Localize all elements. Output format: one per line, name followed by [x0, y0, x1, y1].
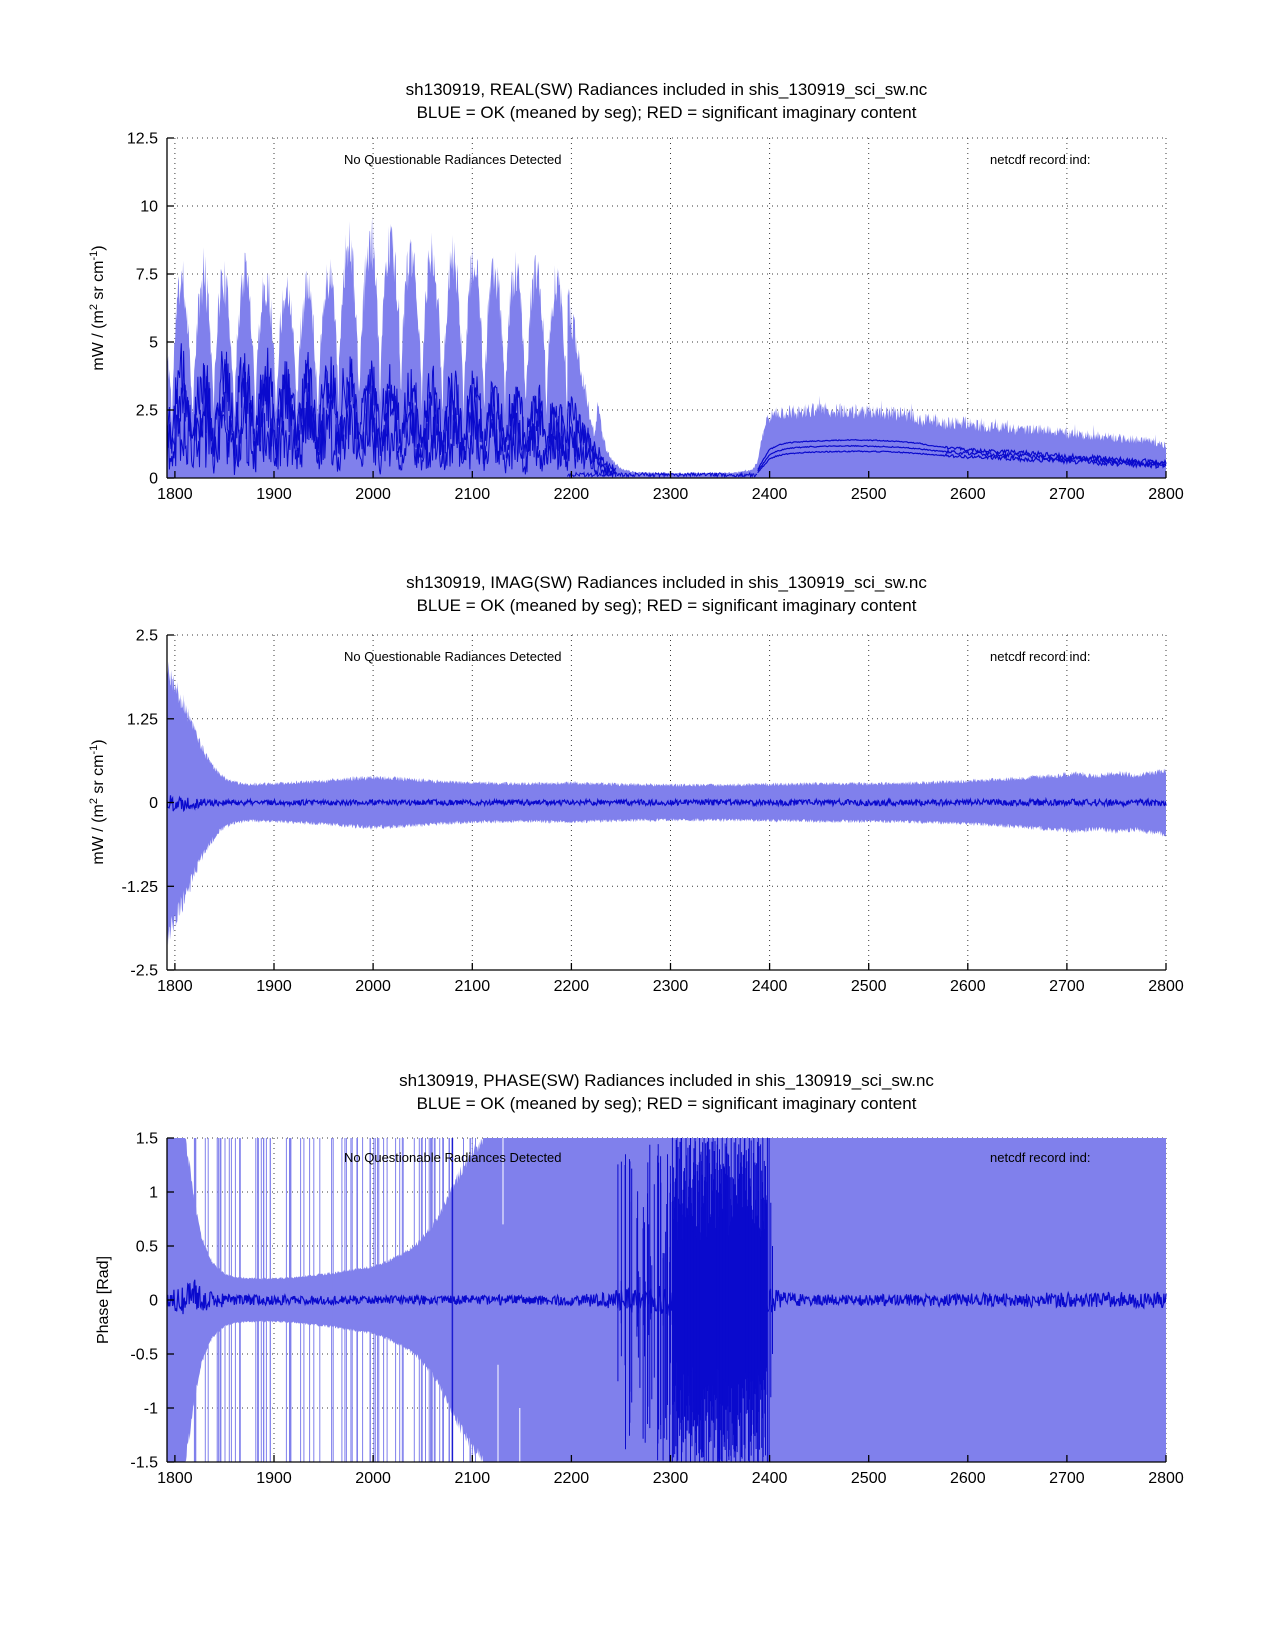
x-tick-label: 2000 [355, 978, 391, 995]
x-tick-label: 2300 [653, 486, 689, 503]
y-tick-label: 2.5 [136, 403, 158, 420]
annotation-no-questionable: No Questionable Radiances Detected [344, 1150, 562, 1165]
x-tick-label: 2200 [554, 1470, 590, 1487]
x-tick-label: 2700 [1049, 978, 1085, 995]
x-tick-label: 2800 [1148, 978, 1184, 995]
y-tick-label: 0.5 [136, 1239, 158, 1256]
y-axis-label: Phase [Rad] [95, 1255, 112, 1345]
y-tick-label: 0 [149, 1293, 158, 1310]
y-tick-label: 5 [149, 335, 158, 352]
x-tick-label: 2500 [851, 978, 887, 995]
x-tick-label: 1800 [157, 486, 193, 503]
real-chart-plot: 1800 1900 2000 2100 2200 2300 2400 2500 2600 2700… [127, 131, 1184, 504]
x-tick-label: 2600 [950, 486, 986, 503]
y-tick-label: 7.5 [136, 267, 158, 284]
y-tick-label: -2.5 [130, 963, 158, 980]
y-tick-label: -1.25 [122, 879, 159, 896]
chart-subtitle: BLUE = OK (meaned by seg); RED = signifi… [416, 596, 917, 615]
x-tick-label: 2500 [851, 1470, 887, 1487]
x-tick-label: 2600 [950, 1470, 986, 1487]
y-tick-label: 12.5 [127, 131, 158, 148]
y-tick-label: -0.5 [130, 1347, 158, 1364]
y-tick-label: 0 [149, 471, 158, 488]
annotation-netcdf-record: netcdf record ind: [990, 1150, 1091, 1165]
x-tick-label: 2400 [752, 1470, 788, 1487]
x-tick-label: 1900 [256, 486, 292, 503]
x-tick-label: 2400 [752, 978, 788, 995]
x-tick-label: 2800 [1148, 1470, 1184, 1487]
phase-chart-plot: 1800 1900 2000 2100 2200 2300 2400 2500 2600 2700… [130, 1131, 1183, 1488]
x-tick-label: 2800 [1148, 486, 1184, 503]
x-tick-label: 2000 [355, 1470, 391, 1487]
chart-title: sh130919, PHASE(SW) Radiances included i… [399, 1071, 934, 1090]
x-tick-label: 2500 [851, 486, 887, 503]
x-tick-label: 2300 [653, 978, 689, 995]
chart-subtitle: BLUE = OK (meaned by seg); RED = signifi… [416, 103, 917, 122]
y-tick-label: -1 [144, 1401, 158, 1418]
x-tick-label: 2200 [554, 486, 590, 503]
chart-title: sh130919, IMAG(SW) Radiances included in… [406, 573, 927, 592]
x-tick-label: 2100 [455, 1470, 491, 1487]
annotation-no-questionable: No Questionable Radiances Detected [344, 152, 562, 167]
x-tick-label: 2700 [1049, 1470, 1085, 1487]
x-tick-label: 2100 [455, 486, 491, 503]
x-tick-label: 2000 [355, 486, 391, 503]
y-axis-label: mW / (m2 sr cm-1) [87, 739, 108, 865]
x-tick-label: 1900 [256, 978, 292, 995]
x-tick-label: 2100 [455, 978, 491, 995]
x-tick-label: 2200 [554, 978, 590, 995]
y-tick-label: 1 [149, 1185, 158, 1202]
x-tick-label: 1800 [157, 1470, 193, 1487]
y-tick-label: -1.5 [130, 1455, 158, 1472]
y-axis-label: mW / (m2 sr cm-1) [87, 245, 108, 371]
y-tick-label: 1.5 [136, 1131, 158, 1148]
x-tick-label: 2700 [1049, 486, 1085, 503]
x-tick-label: 1900 [256, 1470, 292, 1487]
x-tick-label: 2300 [653, 1470, 689, 1487]
chart-title: sh130919, REAL(SW) Radiances included in… [405, 80, 928, 99]
imag-chart-plot: 1800 1900 2000 2100 2200 2300 2400 2500 2600 2700… [122, 628, 1184, 996]
y-tick-label: 10 [140, 199, 158, 216]
annotation-netcdf-record: netcdf record ind: [990, 649, 1091, 664]
chart-subtitle: BLUE = OK (meaned by seg); RED = signifi… [416, 1094, 917, 1113]
y-tick-label: 2.5 [136, 628, 158, 645]
y-tick-label: 0 [149, 795, 158, 812]
x-tick-label: 1800 [157, 978, 193, 995]
y-tick-label: 1.25 [127, 711, 158, 728]
x-tick-label: 2400 [752, 486, 788, 503]
x-tick-label: 2600 [950, 978, 986, 995]
annotation-netcdf-record: netcdf record ind: [990, 152, 1091, 167]
annotation-no-questionable: No Questionable Radiances Detected [344, 649, 562, 664]
